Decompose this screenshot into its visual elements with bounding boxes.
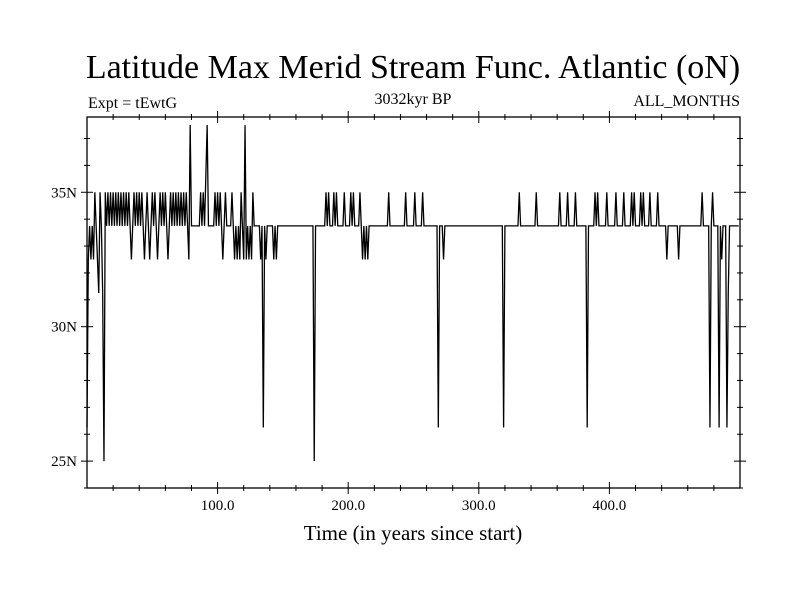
x-tick-label: 200.0	[331, 498, 365, 514]
x-axis-label: Time (in years since start)	[304, 521, 523, 545]
x-tick-label: 300.0	[462, 498, 496, 514]
chart-title: Latitude Max Merid Stream Func. Atlantic…	[86, 49, 740, 86]
months-label: ALL_MONTHS	[633, 93, 740, 110]
x-tick-label: 100.0	[201, 498, 235, 514]
axis-ticks	[81, 111, 746, 494]
x-tick-label: 400.0	[593, 498, 627, 514]
y-tick-label: 35N	[51, 185, 77, 201]
series-line	[86, 125, 739, 462]
y-tick-label: 30N	[51, 320, 77, 336]
period-label: 3032kyr BP	[375, 91, 452, 108]
plot-frame	[86, 116, 741, 489]
experiment-label: Expt = tEwtG	[88, 95, 177, 112]
y-tick-label: 25N	[51, 454, 77, 470]
